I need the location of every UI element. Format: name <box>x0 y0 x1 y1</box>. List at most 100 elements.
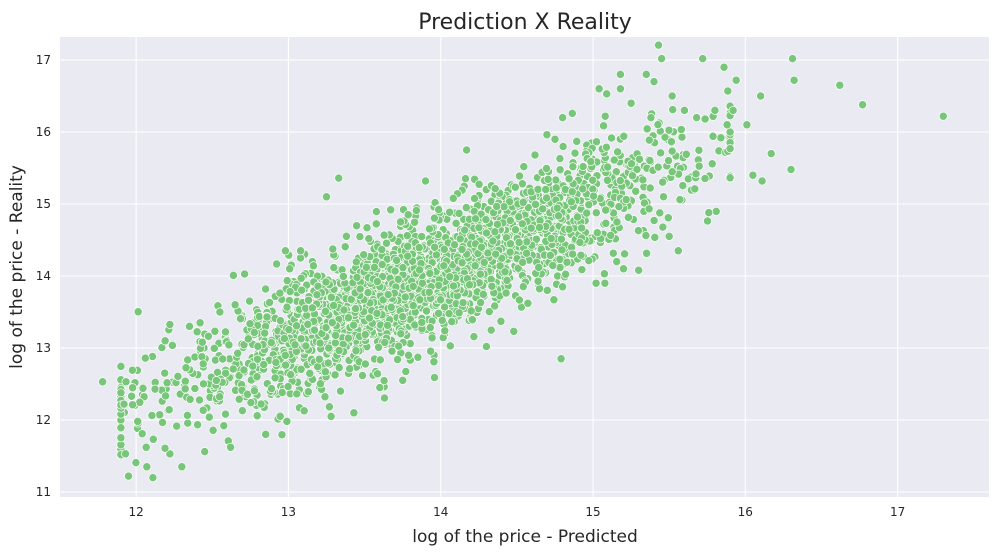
data-point <box>484 307 494 317</box>
data-point <box>424 224 434 234</box>
data-point <box>676 125 686 134</box>
data-point <box>591 208 601 218</box>
data-point <box>292 389 302 399</box>
data-point <box>280 350 290 360</box>
data-point <box>601 142 611 152</box>
data-point <box>505 239 515 249</box>
data-point <box>98 377 108 387</box>
data-point <box>204 412 214 422</box>
data-point <box>556 234 566 244</box>
data-point <box>611 167 621 177</box>
data-point <box>835 80 845 90</box>
data-point <box>457 258 467 268</box>
data-point <box>352 272 362 282</box>
data-point <box>185 321 194 331</box>
data-point <box>591 278 601 288</box>
data-point <box>660 132 670 142</box>
data-point <box>245 296 254 306</box>
data-point <box>138 383 148 393</box>
data-point <box>411 206 421 215</box>
data-point <box>531 234 541 244</box>
data-point <box>578 162 588 172</box>
data-point <box>355 284 365 294</box>
data-point <box>181 363 191 373</box>
data-point <box>349 408 359 418</box>
data-point <box>576 250 586 260</box>
data-point <box>490 301 500 311</box>
data-point <box>218 354 228 364</box>
data-point <box>127 365 137 375</box>
data-point <box>277 388 287 397</box>
data-point <box>482 228 491 238</box>
data-point <box>390 266 400 276</box>
data-point <box>315 379 325 389</box>
data-point <box>199 379 208 389</box>
data-point <box>704 208 714 218</box>
data-point <box>254 312 264 321</box>
data-point <box>321 306 330 316</box>
data-point <box>577 223 587 233</box>
data-point <box>116 361 126 371</box>
data-point <box>383 320 393 330</box>
data-point <box>398 375 408 385</box>
data-point <box>679 105 689 115</box>
data-point <box>502 275 512 285</box>
data-point <box>635 154 644 164</box>
data-point <box>481 342 491 351</box>
y-tick-label: 12 <box>36 413 51 427</box>
data-point <box>256 399 266 409</box>
data-point <box>422 306 431 316</box>
data-point <box>523 298 533 308</box>
data-point <box>659 192 668 202</box>
data-point <box>131 458 141 468</box>
data-point <box>161 391 171 401</box>
data-point <box>237 406 247 416</box>
data-point <box>621 195 631 205</box>
data-point <box>363 288 373 298</box>
data-point <box>566 197 576 207</box>
data-point <box>261 284 271 294</box>
data-point <box>297 285 307 295</box>
data-point <box>437 315 447 325</box>
data-point <box>461 174 470 184</box>
data-point <box>326 411 336 421</box>
data-point <box>533 184 543 194</box>
data-point <box>626 98 636 108</box>
y-tick-label: 14 <box>36 269 51 283</box>
data-point <box>160 368 170 378</box>
x-axis-label: log of the price - Predicted <box>412 527 637 547</box>
data-point <box>150 384 160 394</box>
data-point <box>788 54 797 64</box>
data-point <box>284 325 294 335</box>
data-point <box>488 236 498 246</box>
data-point <box>716 133 726 143</box>
data-point <box>572 136 582 146</box>
data-point <box>387 346 397 356</box>
data-point <box>393 355 402 364</box>
data-point <box>279 334 289 343</box>
data-point <box>290 340 300 350</box>
data-point <box>266 338 276 348</box>
x-tick-label: 17 <box>890 505 905 519</box>
data-point <box>515 171 524 181</box>
data-point <box>642 248 652 258</box>
data-point <box>698 54 708 64</box>
x-tick-labels: 12 13 14 15 16 17 <box>129 505 906 519</box>
data-point <box>341 231 351 241</box>
data-point <box>329 301 339 310</box>
data-point <box>550 134 560 144</box>
data-point <box>509 326 519 336</box>
data-point <box>308 261 318 271</box>
data-point <box>275 411 285 421</box>
data-point <box>786 165 796 174</box>
data-point <box>938 111 948 121</box>
data-point <box>355 232 365 242</box>
data-point <box>408 281 418 291</box>
data-point <box>371 219 381 229</box>
data-point <box>301 341 311 351</box>
data-point <box>252 411 262 421</box>
data-point <box>543 174 553 184</box>
data-point <box>124 471 133 481</box>
data-point <box>403 210 413 220</box>
data-point <box>243 334 253 344</box>
